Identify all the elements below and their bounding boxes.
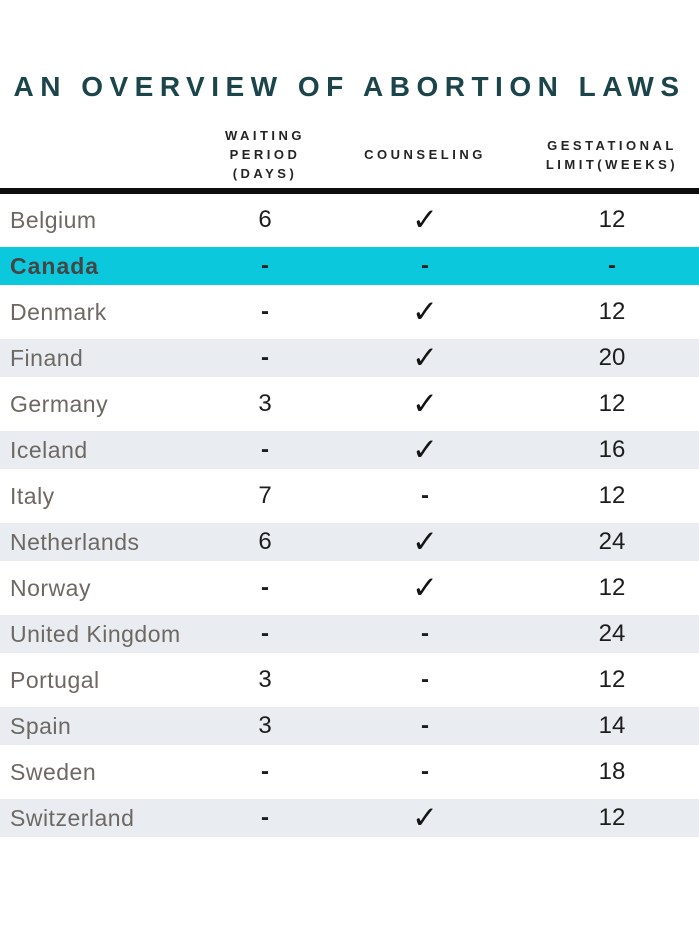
- country-cell: Portugal: [10, 666, 100, 693]
- counseling-cell: ✓: [412, 202, 438, 237]
- table-header: WAITING PERIOD (DAYS) COUNSELING GESTATI…: [0, 126, 699, 183]
- table-row: Sweden - - 18: [0, 753, 699, 791]
- table-row: Denmark - ✓ 12: [0, 293, 699, 331]
- waiting-period-cell: 3: [258, 390, 272, 417]
- waiting-period-cell: 3: [258, 666, 272, 693]
- header-counseling: COUNSELING: [325, 145, 525, 164]
- country-cell: Finand: [10, 344, 84, 371]
- waiting-period-cell: 7: [258, 482, 272, 509]
- page-title: AN OVERVIEW OF ABORTION LAWS: [13, 71, 686, 102]
- waiting-period-cell: -: [261, 804, 269, 831]
- header-waiting-line1: WAITING: [224, 128, 306, 143]
- gestational-limit-cell: 12: [598, 482, 626, 509]
- counseling-cell: ✓: [412, 800, 438, 835]
- gestational-limit-cell: 20: [598, 344, 626, 371]
- gestational-limit-cell: 14: [598, 712, 626, 739]
- counseling-cell: -: [421, 666, 429, 693]
- country-cell: United Kingdom: [10, 620, 181, 647]
- table-row: Belgium 6 ✓ 12: [0, 201, 699, 239]
- table-row: United Kingdom - - 24: [0, 615, 699, 653]
- waiting-period-cell: -: [261, 574, 269, 601]
- header-gestational-line1: GESTATIONAL: [547, 137, 677, 153]
- header-waiting-period: WAITING PERIOD (DAYS): [205, 126, 325, 183]
- counseling-cell: ✓: [412, 524, 438, 559]
- gestational-limit-cell: 12: [598, 298, 626, 325]
- country-cell: Denmark: [10, 298, 107, 325]
- country-cell: Switzerland: [10, 804, 135, 831]
- gestational-limit-cell: 12: [598, 666, 626, 693]
- country-cell: Norway: [10, 574, 91, 601]
- table-row: Iceland - ✓ 16: [0, 431, 699, 469]
- header-waiting-line3: (DAYS): [232, 166, 298, 181]
- counseling-cell: ✓: [412, 340, 438, 375]
- waiting-period-cell: -: [261, 298, 269, 325]
- gestational-limit-cell: 12: [598, 390, 626, 417]
- country-cell: Netherlands: [10, 528, 140, 555]
- counseling-cell: -: [421, 252, 429, 279]
- header-gestational-limit: GESTATIONAL LIMIT(WEEKS): [525, 136, 699, 174]
- waiting-period-cell: 3: [258, 712, 272, 739]
- counseling-cell: ✓: [412, 432, 438, 467]
- table-row: Portugal 3 - 12: [0, 661, 699, 699]
- table-row: Netherlands 6 ✓ 24: [0, 523, 699, 561]
- country-cell: Iceland: [10, 436, 88, 463]
- waiting-period-cell: -: [261, 436, 269, 463]
- table-row: Germany 3 ✓ 12: [0, 385, 699, 423]
- gestational-limit-cell: 24: [598, 528, 626, 555]
- country-cell: Canada: [10, 252, 100, 279]
- gestational-limit-cell: -: [608, 252, 616, 279]
- waiting-period-cell: -: [261, 252, 269, 279]
- table-row: Switzerland - ✓ 12: [0, 799, 699, 837]
- counseling-cell: -: [421, 620, 429, 647]
- table-body: Belgium 6 ✓ 12 Canada - - - Denmark - ✓ 12 Finand - ✓ 2…: [0, 201, 699, 837]
- country-cell: Spain: [10, 712, 72, 739]
- table-row: Spain 3 - 14: [0, 707, 699, 745]
- counseling-cell: ✓: [412, 386, 438, 421]
- gestational-limit-cell: 16: [598, 436, 626, 463]
- counseling-cell: -: [421, 712, 429, 739]
- counseling-cell: -: [421, 482, 429, 509]
- waiting-period-cell: -: [261, 758, 269, 785]
- waiting-period-cell: -: [261, 620, 269, 647]
- counseling-cell: ✓: [412, 294, 438, 329]
- gestational-limit-cell: 12: [598, 804, 626, 831]
- table-row: Norway - ✓ 12: [0, 569, 699, 607]
- waiting-period-cell: 6: [258, 206, 272, 233]
- country-cell: Belgium: [10, 206, 97, 233]
- gestational-limit-cell: 12: [598, 206, 626, 233]
- table-row: Italy 7 - 12: [0, 477, 699, 515]
- table-row-highlighted: Canada - - -: [0, 247, 699, 285]
- gestational-limit-cell: 18: [598, 758, 626, 785]
- waiting-period-cell: 6: [258, 528, 272, 555]
- header-counseling-label: COUNSELING: [364, 147, 486, 162]
- gestational-limit-cell: 24: [598, 620, 626, 647]
- country-cell: Sweden: [10, 758, 97, 785]
- header-gestational-line2: LIMIT(WEEKS): [545, 156, 679, 172]
- gestational-limit-cell: 12: [598, 574, 626, 601]
- counseling-cell: ✓: [412, 570, 438, 605]
- header-waiting-line2: PERIOD: [229, 147, 301, 162]
- waiting-period-cell: -: [261, 344, 269, 371]
- country-cell: Germany: [10, 390, 109, 417]
- header-divider-line: [0, 188, 699, 194]
- counseling-cell: -: [421, 758, 429, 785]
- table-row: Finand - ✓ 20: [0, 339, 699, 377]
- country-cell: Italy: [10, 482, 55, 509]
